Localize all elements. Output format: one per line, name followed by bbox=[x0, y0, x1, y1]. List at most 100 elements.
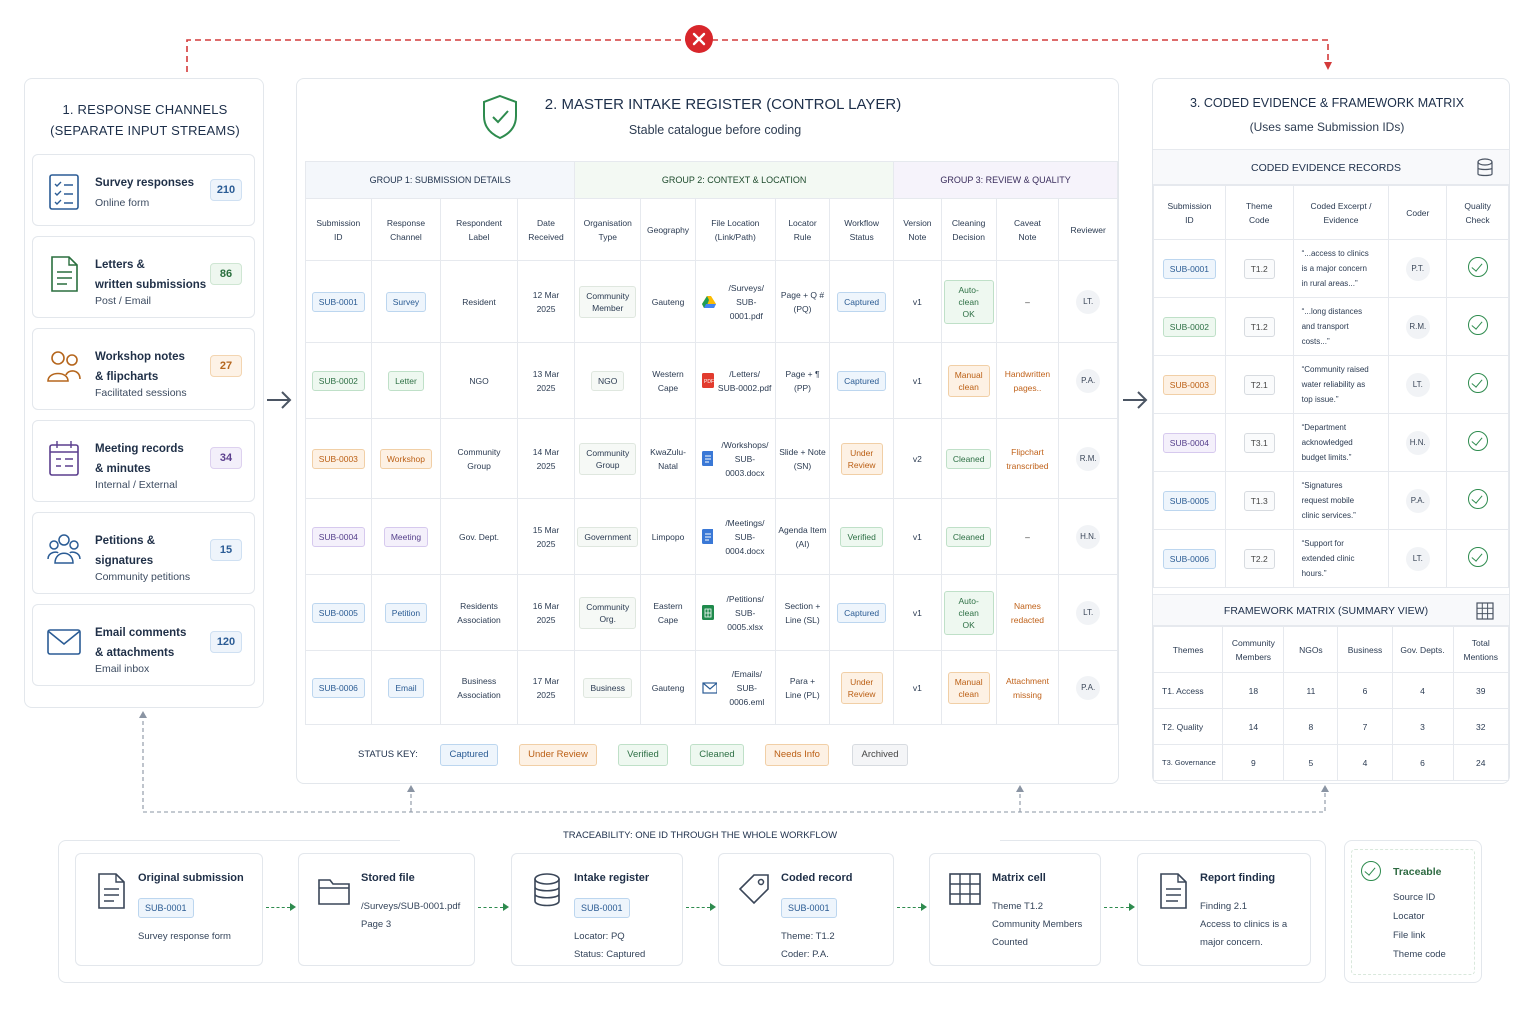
channel-card[interactable]: Workshop notes & flipcharts Facilitated s… bbox=[32, 328, 255, 410]
table-row[interactable]: SUB-0002 T1.2 “...long distances and tra… bbox=[1153, 297, 1509, 356]
column-header[interactable]: Respondent Label bbox=[440, 198, 518, 261]
caveat-cell: – bbox=[995, 498, 1060, 575]
table-row[interactable]: SUB-0001 T1.2 “...access to clinics is a… bbox=[1153, 239, 1509, 298]
submission-id-pill[interactable]: SUB-0003 bbox=[1162, 374, 1217, 395]
submission-id-pill[interactable]: SUB-0006 bbox=[311, 677, 365, 698]
org-type-pill: Business bbox=[583, 677, 632, 698]
submission-id-pill[interactable]: SUB-0002 bbox=[1162, 316, 1217, 337]
file-location-cell[interactable]: PDF/Letters/SUB-0002.pdf bbox=[694, 342, 776, 419]
matrix-cell[interactable]: 18 bbox=[1222, 672, 1285, 709]
table-row[interactable]: SUB-0006 Email Business Association 17 Ma… bbox=[305, 650, 1118, 725]
locator-cell: Page + ¶ (PP) bbox=[774, 342, 831, 419]
file-location-cell[interactable]: /Emails/SUB-0006.eml bbox=[694, 650, 776, 725]
cell-line1: Captured bbox=[844, 296, 880, 307]
column-header[interactable]: Version Note bbox=[893, 198, 942, 261]
column-header[interactable]: Date Received bbox=[516, 198, 576, 261]
trace-step-card[interactable]: Matrix cell Theme T1.2 Community Members Co… bbox=[929, 853, 1101, 966]
submission-id-pill[interactable]: SUB-0001 bbox=[574, 898, 630, 918]
step-title: Report finding bbox=[1200, 872, 1276, 884]
trace-step-card[interactable]: Intake register SUB-0001 Locator: PQ Status… bbox=[511, 853, 683, 966]
column-header[interactable]: Submission ID bbox=[1153, 185, 1226, 240]
cell-line2: OK bbox=[962, 619, 975, 630]
file-location-cell[interactable]: /Meetings/SUB-0004.docx bbox=[694, 498, 776, 575]
column-header[interactable]: Quality Check bbox=[1446, 185, 1509, 240]
column-header[interactable]: Organisation Type bbox=[574, 198, 642, 261]
submission-id-pill[interactable]: SUB-0004 bbox=[311, 526, 365, 547]
table-row[interactable]: SUB-0005 T1.3 “Signatures request mobile… bbox=[1153, 471, 1509, 530]
caveat-cell: – bbox=[995, 260, 1060, 343]
cell-line1: Eastern bbox=[653, 600, 683, 611]
submission-id-pill[interactable]: SUB-0004 bbox=[1162, 432, 1217, 453]
matrix-cell[interactable]: 39 bbox=[1452, 672, 1510, 709]
panel-title: 1. RESPONSE CHANNELS bbox=[62, 102, 228, 117]
submission-id-pill[interactable]: SUB-0001 bbox=[138, 898, 194, 918]
column-header[interactable]: Theme Code bbox=[1224, 185, 1294, 240]
submission-id-pill[interactable]: SUB-0006 bbox=[1162, 548, 1217, 569]
channel-card[interactable]: Petitions & signatures Community petition… bbox=[32, 512, 255, 594]
column-header[interactable]: NGOs bbox=[1283, 626, 1339, 673]
table-row[interactable]: SUB-0004 Meeting Gov. Dept. 15 Mar 2025 G… bbox=[305, 498, 1118, 575]
file-location-cell[interactable]: /Petitions/SUB-0005.xlsx bbox=[694, 574, 776, 651]
column-header-line1: Gov. Depts. bbox=[1400, 644, 1445, 655]
trace-step-card[interactable]: Stored file/Surveys/SUB-0001.pdf Page 3 bbox=[298, 853, 475, 966]
matrix-cell[interactable]: 5 bbox=[1283, 744, 1339, 781]
column-header[interactable]: Caveat Note bbox=[995, 198, 1060, 261]
column-header[interactable]: File Location (Link/Path) bbox=[694, 198, 776, 261]
status-pill: Captured bbox=[837, 602, 887, 623]
column-header[interactable]: Community Members bbox=[1222, 626, 1285, 673]
channel-card[interactable]: Email comments & attachments Email inbox … bbox=[32, 604, 255, 686]
trace-step-card[interactable]: Original submission SUB-0001 Survey respon… bbox=[75, 853, 263, 966]
table-row[interactable]: SUB-0003 Workshop Community Group 14 Mar 2… bbox=[305, 418, 1118, 499]
trace-step-card[interactable]: Report finding Finding 2.1 Access to clini… bbox=[1137, 853, 1311, 966]
trace-step-card[interactable]: Coded record SUB-0001 Theme: T1.2 Coder: P.… bbox=[718, 853, 894, 966]
channel-count-badge: 86 bbox=[210, 263, 242, 285]
column-header[interactable]: Geography bbox=[640, 198, 696, 261]
matrix-cell[interactable]: 24 bbox=[1452, 744, 1510, 781]
column-header[interactable]: Cleaning Decision bbox=[940, 198, 997, 261]
table-row[interactable]: SUB-0003 T2.1 “Community raised water re… bbox=[1153, 355, 1509, 414]
submission-id-pill[interactable]: SUB-0001 bbox=[311, 291, 365, 312]
column-header[interactable]: Business bbox=[1337, 626, 1393, 673]
submission-id-pill[interactable]: SUB-0001 bbox=[1162, 258, 1217, 279]
cell-line2: 2025 bbox=[536, 689, 556, 700]
column-header[interactable]: Reviewer bbox=[1058, 198, 1118, 261]
column-header[interactable]: Total Mentions bbox=[1452, 626, 1510, 673]
column-header[interactable]: Gov. Depts. bbox=[1391, 626, 1454, 673]
channel-subtitle: Online form bbox=[95, 197, 150, 209]
step-detail: Finding 2.1 bbox=[1200, 901, 1248, 912]
status-key-item: Archived bbox=[852, 744, 908, 766]
column-header[interactable]: Submission ID bbox=[305, 198, 372, 261]
submission-id-pill[interactable]: SUB-0003 bbox=[311, 448, 365, 469]
column-header[interactable]: Locator Rule bbox=[774, 198, 831, 261]
column-header[interactable]: Coder bbox=[1388, 185, 1448, 240]
matrix-cell[interactable]: 7 bbox=[1337, 708, 1393, 745]
submission-id-pill[interactable]: SUB-0005 bbox=[1162, 490, 1217, 511]
table-row[interactable]: SUB-0006 T2.2 “Support for extended clin… bbox=[1153, 529, 1509, 588]
matrix-cell[interactable]: 32 bbox=[1452, 708, 1510, 745]
table-row[interactable]: SUB-0004 T3.1 “Department acknowledged b… bbox=[1153, 413, 1509, 472]
matrix-cell[interactable]: 6 bbox=[1391, 744, 1454, 781]
column-header[interactable]: Workflow Status bbox=[829, 198, 895, 261]
file-location-cell[interactable]: /Surveys/SUB-0001.pdf bbox=[694, 260, 776, 343]
channel-title-line2: written submissions bbox=[95, 279, 207, 291]
table-row[interactable]: SUB-0002 Letter NGO 13 Mar 2025 NGO Weste… bbox=[305, 342, 1118, 419]
matrix-cell[interactable]: 9 bbox=[1222, 744, 1285, 781]
matrix-cell[interactable]: 14 bbox=[1222, 708, 1285, 745]
column-header[interactable]: Response Channel bbox=[370, 198, 442, 261]
submission-id-pill[interactable]: SUB-0005 bbox=[311, 602, 365, 623]
table-row[interactable]: SUB-0005 Petition Residents Association 1… bbox=[305, 574, 1118, 651]
submission-id-pill[interactable]: SUB-0002 bbox=[311, 370, 365, 391]
channel-card[interactable]: Meeting records & minutes Internal / Exte… bbox=[32, 420, 255, 502]
column-header-line1: Total bbox=[1471, 637, 1490, 648]
shield-check-icon bbox=[483, 94, 517, 140]
submission-id-pill[interactable]: SUB-0001 bbox=[781, 898, 837, 918]
cell-line2: SUB-0003.docx bbox=[725, 453, 765, 478]
column-header[interactable]: Themes bbox=[1152, 626, 1224, 673]
column-header[interactable]: Coded Excerpt / Evidence bbox=[1292, 185, 1390, 240]
table-row[interactable]: SUB-0001 Survey Resident 12 Mar 2025 Comm… bbox=[305, 260, 1118, 343]
channel-card[interactable]: Survey responses Online form 210 bbox=[32, 154, 255, 226]
channel-card[interactable]: Letters & written submissions Post / Emai… bbox=[32, 236, 255, 318]
file-location-cell[interactable]: /Workshops/SUB-0003.docx bbox=[694, 418, 776, 499]
column-header-line2: Rule bbox=[793, 231, 812, 242]
matrix-cell[interactable]: 4 bbox=[1337, 744, 1393, 781]
